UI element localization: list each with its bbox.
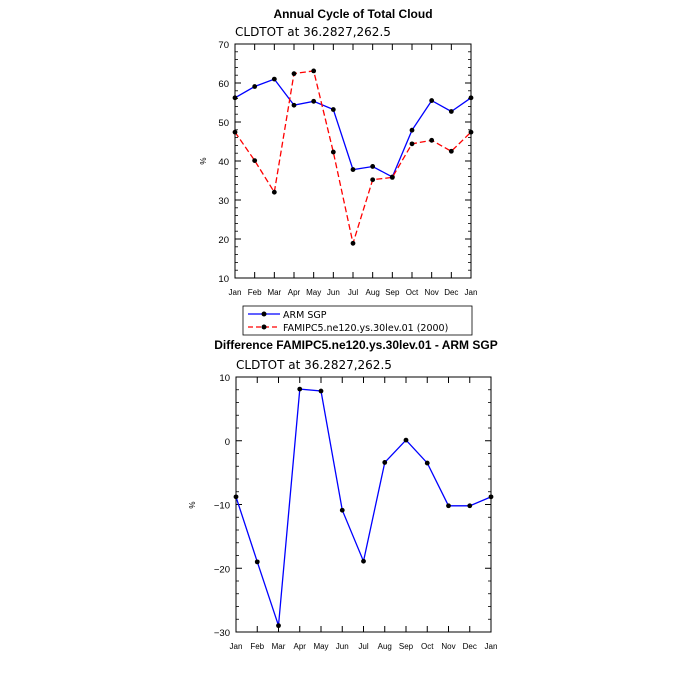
y-tick-label: 0 <box>225 437 230 448</box>
data-point <box>448 109 454 114</box>
x-tick-label: Jan <box>485 642 498 651</box>
data-point <box>330 149 336 155</box>
data-point <box>468 129 474 135</box>
data-point <box>467 503 473 509</box>
data-point <box>446 503 451 509</box>
y-tick-label: 30 <box>218 196 229 207</box>
data-point <box>409 127 415 133</box>
data-point <box>389 174 395 180</box>
plot-frame <box>235 376 492 633</box>
data-point <box>311 68 317 74</box>
data-point <box>291 71 297 77</box>
data-point <box>233 494 239 500</box>
data-point <box>403 437 409 443</box>
data-point <box>254 559 260 565</box>
data-point <box>318 388 324 394</box>
x-tick-label: Sep <box>399 642 414 651</box>
x-tick-label: Jan <box>230 642 243 651</box>
data-point <box>361 558 366 564</box>
y-tick-label: 50 <box>218 118 229 129</box>
legend-marker-model <box>261 324 267 330</box>
data-point <box>350 167 356 172</box>
data-point <box>232 129 238 135</box>
y-tick-label: 10 <box>218 274 229 285</box>
x-tick-label: Nov <box>425 288 439 297</box>
data-point <box>350 240 356 246</box>
chart2-subtitle: CLDTOT at 36.2827,262.5 <box>236 358 392 372</box>
x-tick-label: Jun <box>336 642 349 651</box>
x-tick-label: May <box>306 288 321 297</box>
data-point <box>429 98 435 103</box>
x-tick-label: Sep <box>385 288 400 297</box>
x-tick-label: Jun <box>327 288 340 297</box>
data-point <box>370 164 376 169</box>
x-tick-label: Feb <box>250 642 264 651</box>
x-tick-label: Jul <box>358 642 368 651</box>
chart2-axes: −30 −20 −10 0 10 Jan Feb Mar Apr May Jun Jul Aug Sep O… <box>214 373 498 651</box>
chart1-y-axis-label: % <box>199 157 208 164</box>
data-point <box>271 189 277 195</box>
x-tick-label: Nov <box>441 642 455 651</box>
x-tick-label: Jan <box>465 288 478 297</box>
data-point <box>409 141 415 147</box>
data-point <box>252 84 258 89</box>
data-point <box>252 158 258 164</box>
data-point <box>330 107 336 112</box>
y-tick-label: −20 <box>214 564 230 575</box>
y-tick-label: −10 <box>214 501 230 512</box>
data-point <box>276 623 281 629</box>
chart1-title: Annual Cycle of Total Cloud <box>273 7 432 21</box>
chart1-subtitle: CLDTOT at 36.2827,262.5 <box>235 25 391 39</box>
data-point <box>339 507 345 513</box>
legend-label-arm: ARM SGP <box>283 310 327 321</box>
x-tick-label: Aug <box>378 642 392 651</box>
x-tick-label: Aug <box>366 288 380 297</box>
series-line <box>234 78 472 178</box>
y-tick-label: −30 <box>214 628 230 639</box>
y-tick-label: 40 <box>218 157 229 168</box>
y-tick-label: 10 <box>219 373 230 384</box>
y-tick-label: 70 <box>218 40 229 51</box>
data-point <box>232 95 238 101</box>
y-tick-label: 20 <box>218 235 229 246</box>
series-line <box>235 388 492 626</box>
data-point <box>424 460 430 466</box>
chart1-marks <box>232 68 474 246</box>
x-tick-label: Oct <box>421 642 434 651</box>
legend-box <box>242 305 473 336</box>
legend: ARM SGP FAMIPC5.ne120.ys.30lev.01 (2000) <box>242 305 473 336</box>
chart2-title: Difference FAMIPC5.ne120.ys.30lev.01 - A… <box>214 338 497 352</box>
chart1-axes: 10 20 30 40 50 60 70 Jan Feb Mar Apr May Jun Jul Aug Se… <box>218 40 477 297</box>
x-tick-label: Mar <box>272 642 286 651</box>
y-tick-label: 60 <box>218 79 229 90</box>
data-point <box>291 102 297 108</box>
data-point <box>297 386 303 392</box>
x-tick-label: Jul <box>348 288 358 297</box>
series-line <box>234 70 472 246</box>
x-tick-label: Mar <box>267 288 281 297</box>
data-point <box>468 95 474 101</box>
data-point <box>488 494 494 500</box>
x-tick-label: Dec <box>444 288 458 297</box>
data-point <box>370 177 376 183</box>
x-tick-label: Oct <box>406 288 419 297</box>
x-tick-label: Dec <box>463 642 477 651</box>
chart2-marks <box>233 386 494 629</box>
data-point <box>271 76 277 82</box>
x-tick-label: Apr <box>294 642 307 651</box>
legend-label-model: FAMIPC5.ne120.ys.30lev.01 (2000) <box>283 323 448 334</box>
x-tick-label: Feb <box>248 288 262 297</box>
chart2-y-axis-label: % <box>188 501 197 508</box>
data-point <box>429 137 435 143</box>
legend-marker-arm <box>261 311 267 317</box>
data-point <box>311 98 317 104</box>
data-point <box>382 460 388 465</box>
x-tick-label: Apr <box>288 288 301 297</box>
x-tick-label: May <box>313 642 328 651</box>
data-point <box>448 148 454 154</box>
x-tick-label: Jan <box>229 288 242 297</box>
